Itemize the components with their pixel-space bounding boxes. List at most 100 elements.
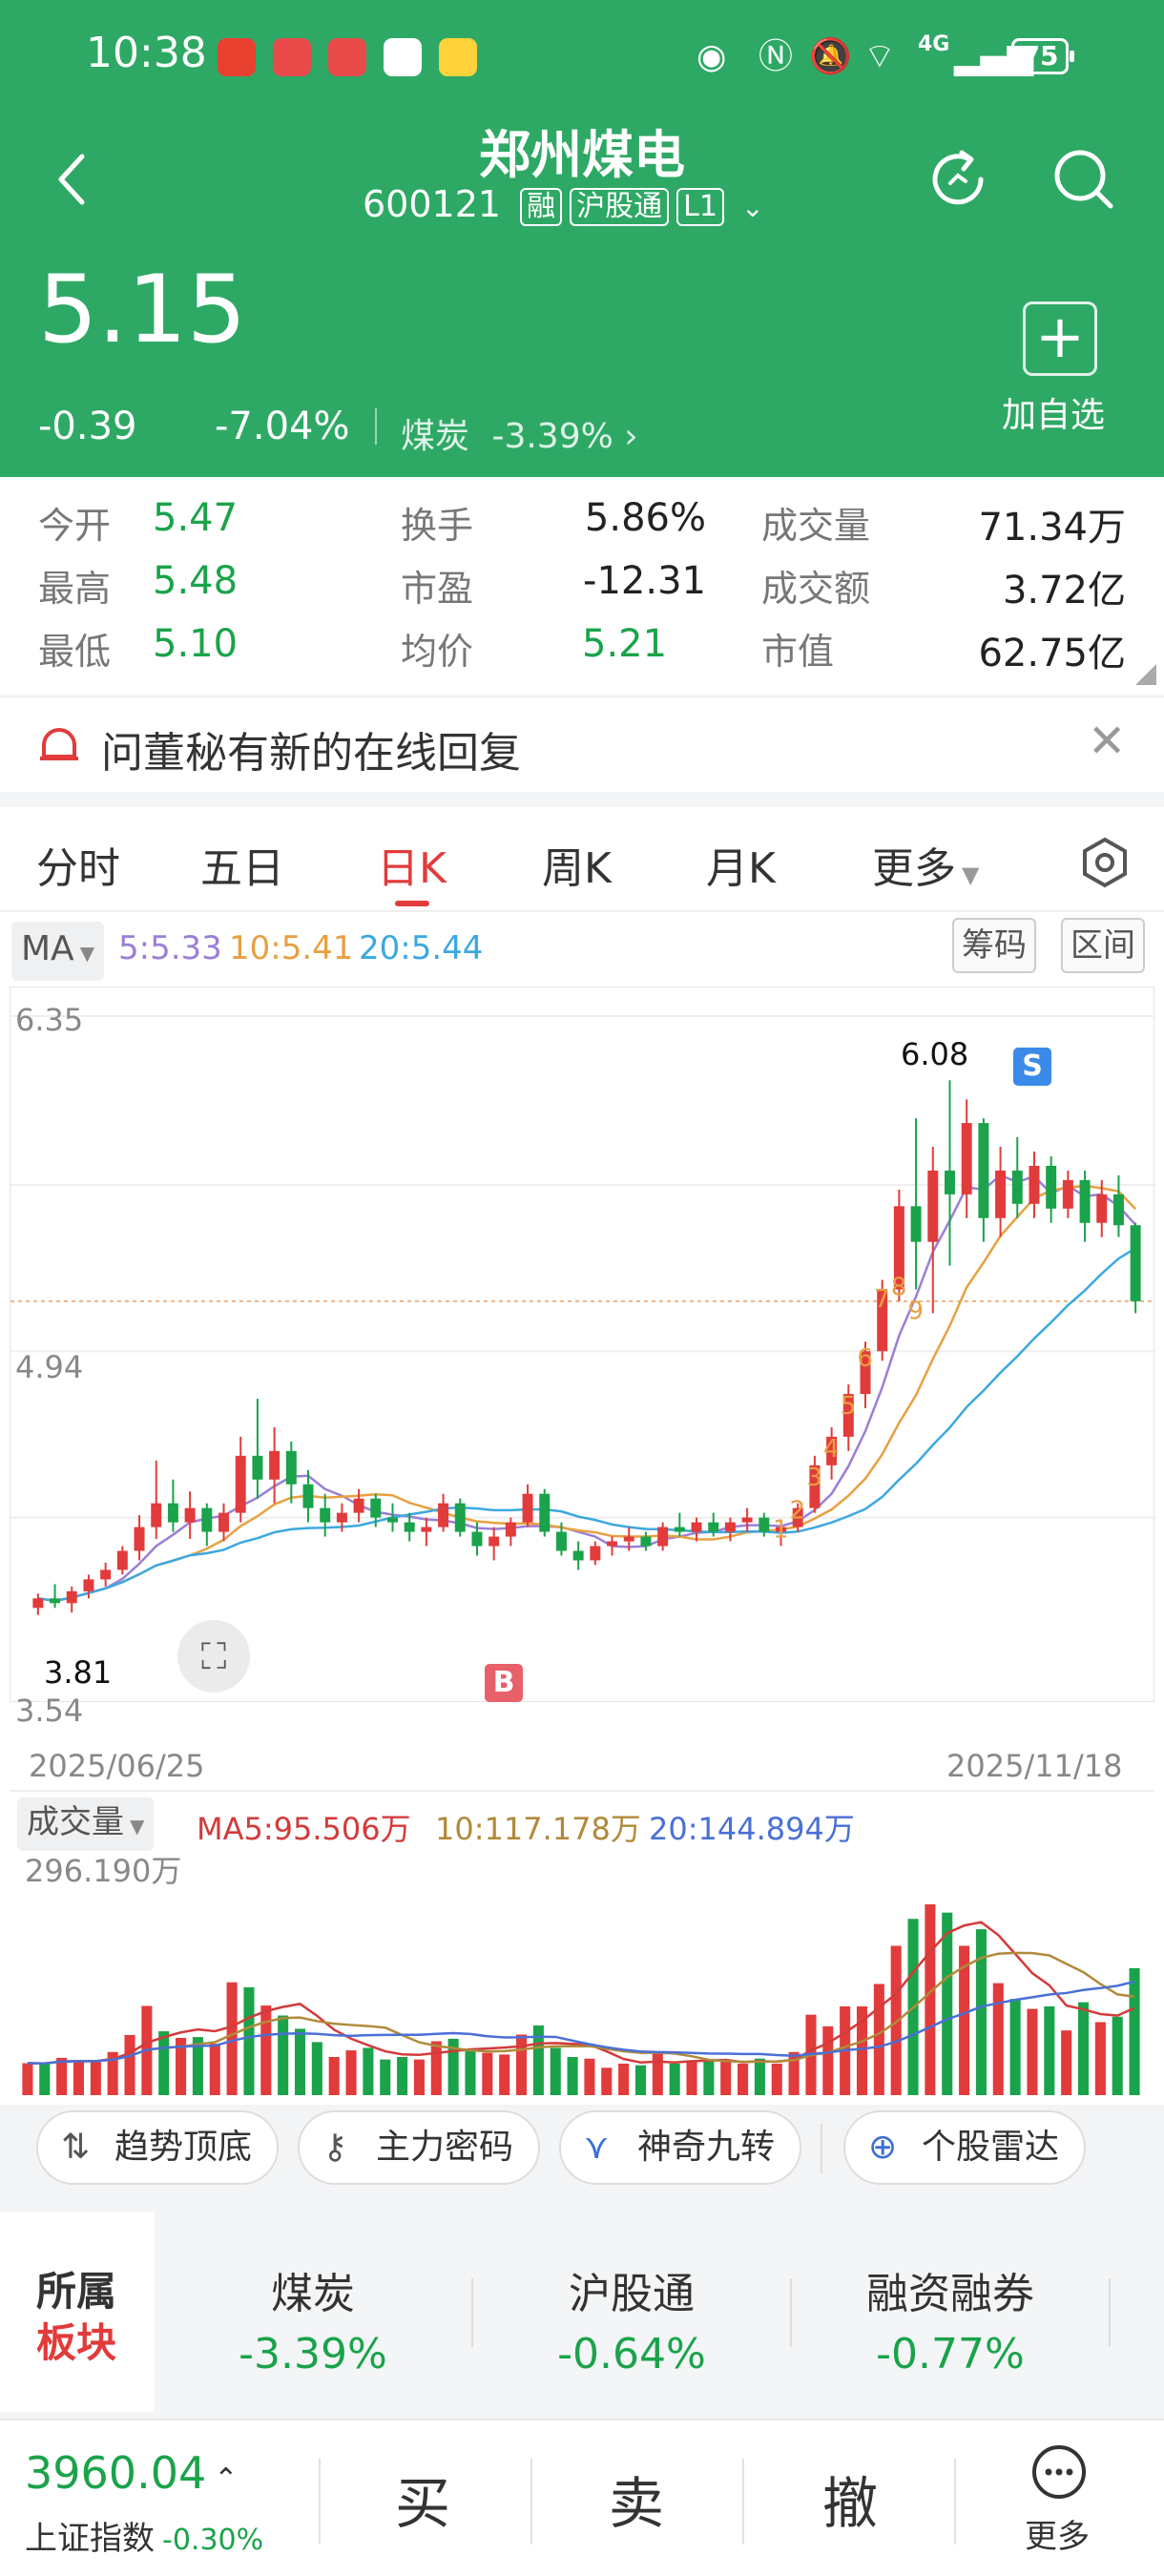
divider	[790, 2278, 792, 2347]
sector-item-name: 融资融券	[866, 2270, 1034, 2318]
sell-button[interactable]: 卖	[609, 2471, 665, 2536]
range-button[interactable]: 区间	[1061, 918, 1145, 973]
candle-body	[776, 1527, 787, 1532]
candle-body	[927, 1170, 939, 1242]
date-end: 2025/11/18	[946, 1748, 1123, 1784]
volume-bar	[124, 2034, 135, 2095]
candle-body	[961, 1123, 972, 1195]
add-watch-label[interactable]: 加自选	[1002, 396, 1106, 435]
buy-button[interactable]: 买	[395, 2471, 451, 2536]
ma5-value: 5:5.33	[118, 929, 222, 967]
cancel-button[interactable]: 撤	[822, 2471, 879, 2536]
main-force-button[interactable]: ⚷ 主力密码	[298, 2110, 540, 2185]
nine-turn-icon: ⋎	[584, 2128, 610, 2167]
volume-bar	[720, 2061, 732, 2095]
sector-item-pct: -0.77%	[876, 2330, 1025, 2379]
candle-body	[151, 1503, 162, 1527]
more-icon[interactable]	[1030, 2443, 1088, 2501]
tab-more[interactable]: 更多 ▼	[872, 834, 979, 895]
sector-link[interactable]: 煤炭 -3.39% ›	[401, 408, 638, 458]
candle-body	[269, 1450, 281, 1480]
sector-item-name: 煤炭	[271, 2270, 355, 2318]
ma10-value: 10:5.41	[229, 929, 354, 967]
candle-body	[471, 1531, 483, 1547]
sector-item-margin[interactable]: 融资融券 -0.77%	[826, 2259, 1074, 2379]
volume-bar	[397, 2057, 408, 2095]
candle-body	[792, 1507, 803, 1527]
volume-bar	[1061, 2030, 1072, 2095]
volume-bar	[1027, 2008, 1038, 2095]
candle-body	[539, 1493, 551, 1532]
back-icon[interactable]	[55, 153, 88, 206]
sequence-count-label: 8	[891, 1273, 907, 1301]
volume-bar	[176, 2038, 187, 2095]
sequence-count-label: 7	[874, 1285, 890, 1314]
tab-monthly-k[interactable]: 月K	[706, 844, 776, 893]
volume-bar	[652, 2051, 663, 2095]
sell-marker[interactable]: S	[1013, 1048, 1051, 1086]
stock-radar-button[interactable]: ⊕ 个股雷达	[843, 2110, 1086, 2185]
volume-bar	[328, 2057, 340, 2095]
more-label[interactable]: 更多	[1025, 2518, 1090, 2556]
buy-marker[interactable]: B	[485, 1664, 523, 1702]
bottom-bar: 3960.04 ⌃ 上证指数 -0.30% 买 卖 撤 更多	[0, 2419, 1164, 2576]
y-axis-bottom-label: 3.54	[15, 1693, 84, 1729]
candle-body	[860, 1351, 871, 1395]
candle-body	[910, 1206, 922, 1242]
candle-body	[285, 1450, 297, 1485]
index-info[interactable]: 上证指数 -0.30%	[25, 2512, 263, 2559]
volume-bar	[311, 2042, 322, 2095]
trend-top-bottom-button[interactable]: ⇅ 趋势顶底	[36, 2110, 279, 2185]
sector-item-coal[interactable]: 煤炭 -3.39%	[189, 2259, 437, 2379]
price-change-pct: -7.04%	[215, 405, 350, 448]
tab-daily-k[interactable]: 日K	[377, 844, 447, 893]
candle-body	[708, 1522, 719, 1532]
candle-body	[505, 1522, 516, 1537]
candle-body	[995, 1170, 1007, 1218]
volume-ma5: MA5:95.506万	[197, 1811, 411, 1847]
search-icon[interactable]	[1050, 145, 1118, 214]
candle-body	[100, 1569, 112, 1580]
network-type: 4G	[918, 32, 950, 56]
sector-name: 煤炭	[401, 417, 470, 456]
close-icon[interactable]: ✕	[1088, 715, 1127, 768]
y-axis-top-label: 6.35	[15, 1002, 84, 1038]
magic-nine-button[interactable]: ⋎ 神奇九转	[559, 2110, 801, 2185]
huawei-app-icon	[218, 38, 256, 76]
index-widget[interactable]: 3960.04 ⌃	[25, 2447, 238, 2499]
volume-bar	[465, 2050, 476, 2095]
volume-bar	[39, 2063, 51, 2095]
index-name: 上证指数	[25, 2520, 155, 2558]
stock-code-row[interactable]: 600121 融沪股通 L1 ⌄	[363, 183, 764, 226]
refresh-icon[interactable]	[924, 145, 992, 214]
period-tabs: 分时 五日 日K 周K 月K 更多 ▼	[0, 807, 1164, 912]
tab-weekly-k[interactable]: 周K	[542, 844, 612, 893]
candle-body	[1046, 1165, 1057, 1209]
settings-icon[interactable]	[1078, 836, 1132, 889]
signal-icon: ▂▄▆	[954, 37, 1034, 76]
tab-intraday[interactable]: 分时	[36, 844, 120, 893]
candle-body	[201, 1507, 213, 1532]
high-price-label: 6.08	[901, 1036, 969, 1072]
tab-five-day[interactable]: 五日	[200, 844, 284, 893]
candle-body	[83, 1579, 94, 1591]
chips-button[interactable]: 筹码	[952, 918, 1036, 973]
volume-bar	[567, 2057, 578, 2095]
volume-bar	[226, 1982, 238, 2095]
sector-item-connect[interactable]: 沪股通 -0.64%	[508, 2259, 756, 2379]
level-tag: L1	[676, 187, 724, 226]
ma-selector[interactable]: MA ▼	[11, 922, 105, 981]
volume-selector[interactable]: 成交量 ▼	[17, 1797, 155, 1851]
quote-label: 成交量	[761, 505, 871, 547]
stock-name: 郑州煤电	[479, 125, 685, 185]
fullscreen-icon[interactable]: ⛶	[177, 1620, 250, 1693]
candle-body	[386, 1517, 398, 1523]
notice-bar[interactable]: 问董秘有新的在线回复 ✕	[0, 696, 1164, 792]
expand-corner-icon[interactable]	[1135, 664, 1156, 685]
add-watch-button[interactable]: +	[1023, 301, 1097, 376]
divider	[375, 408, 377, 445]
sequence-count-label: 2	[790, 1497, 806, 1526]
